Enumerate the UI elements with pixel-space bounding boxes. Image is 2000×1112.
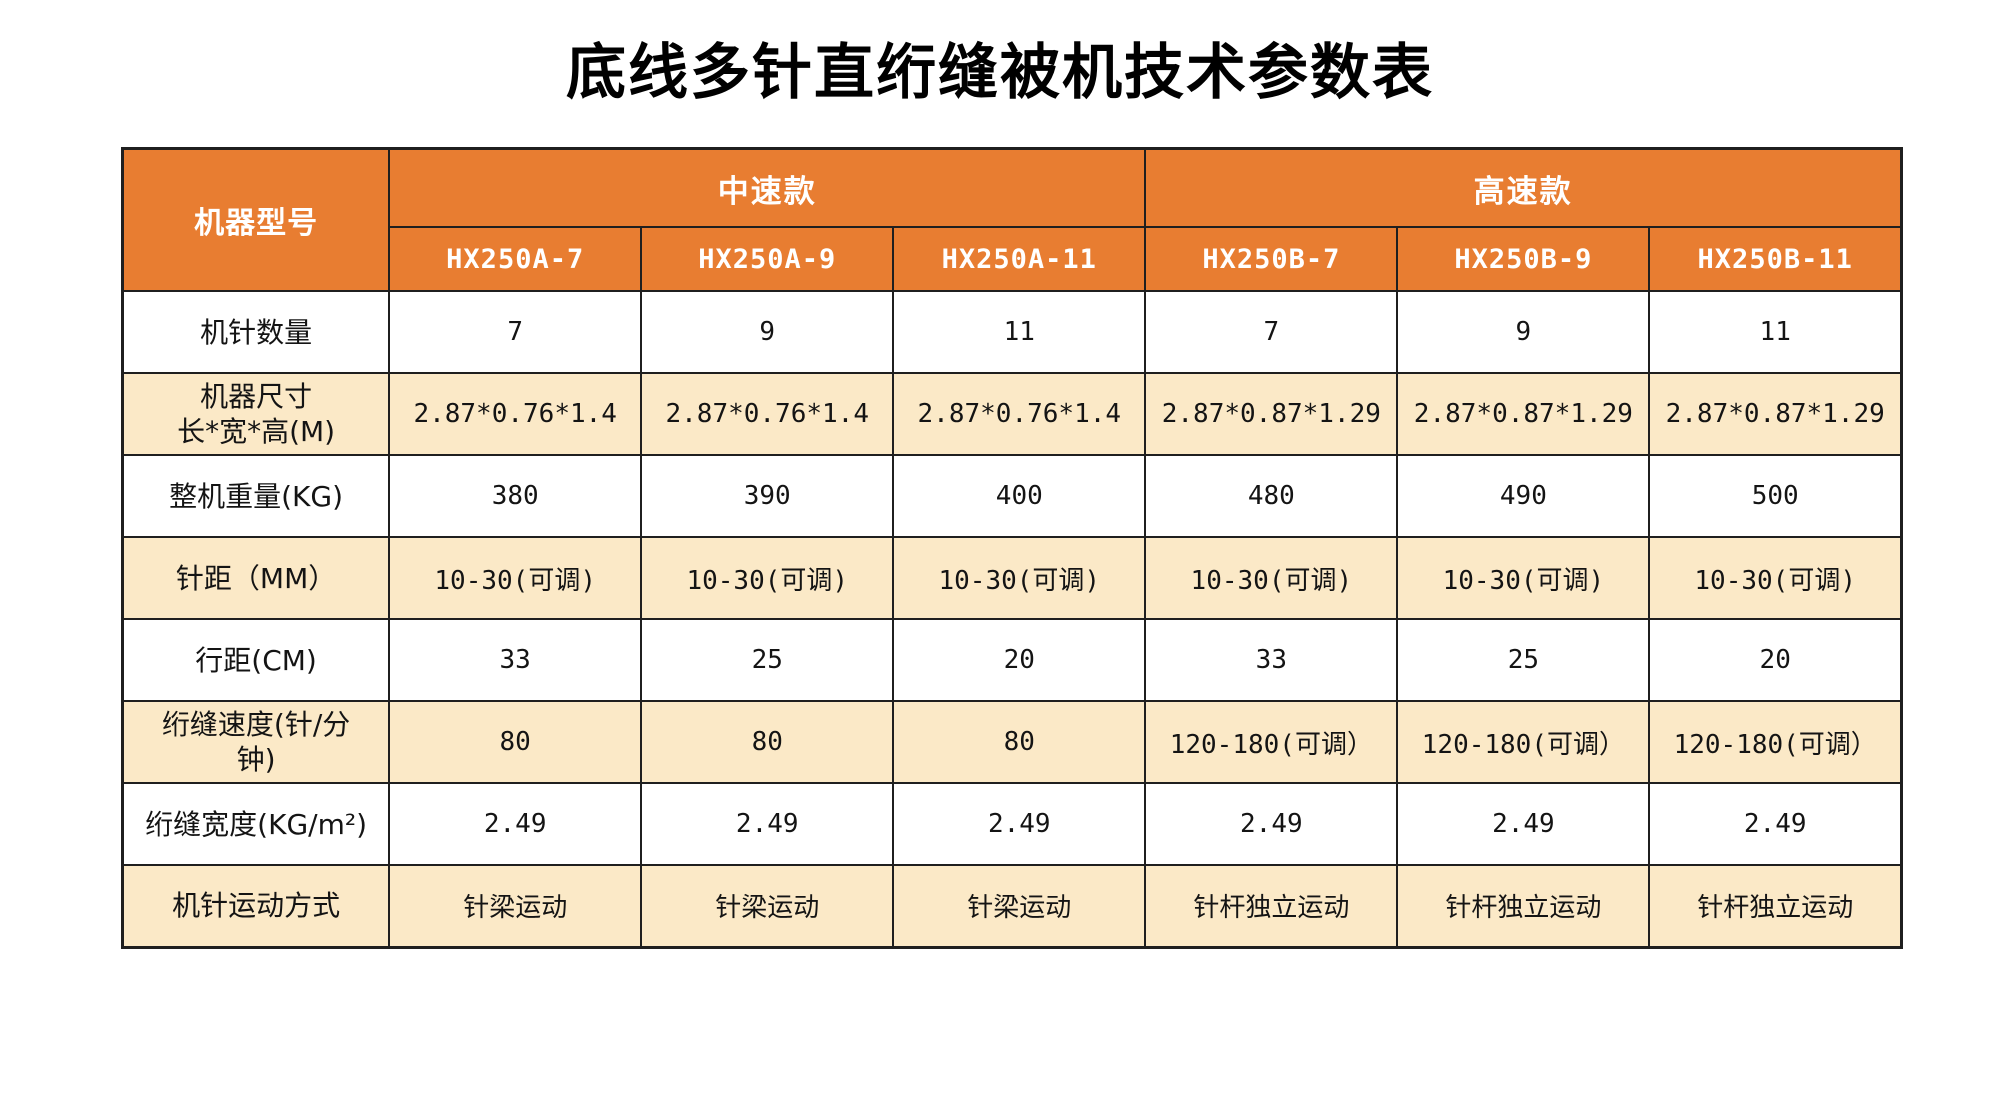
table-row: 机针运动方式 针梁运动 针梁运动 针梁运动 针杆独立运动 针杆独立运动 针杆独立运动 <box>121 864 1903 948</box>
spec-cell: 针梁运动 <box>892 864 1147 948</box>
group-header-high-speed: 高速款 <box>1144 147 1903 228</box>
spec-cell: 2.87*0.76*1.4 <box>640 372 895 456</box>
spec-cell: 针梁运动 <box>640 864 895 948</box>
spec-cell: 2.87*0.76*1.4 <box>388 372 643 456</box>
corner-header-machine-model: 机器型号 <box>121 147 391 292</box>
spec-cell: 10-30(可调) <box>640 536 895 620</box>
spec-cell: 11 <box>1648 290 1903 374</box>
spec-cell: 20 <box>892 618 1147 702</box>
spec-cell: 2.49 <box>388 782 643 866</box>
spec-cell: 10-30(可调) <box>388 536 643 620</box>
spec-cell: 针杆独立运动 <box>1144 864 1399 948</box>
row-label: 绗缝速度(针/分 钟) <box>121 700 391 784</box>
group-header-row: 机器型号 中速款 高速款 <box>121 147 1903 292</box>
table-header: 机器型号 中速款 高速款 HX250A-7 HX250A-9 HX250A-11 HX… <box>121 147 1903 292</box>
model-header-hx250b-9: HX250B-9 <box>1396 226 1651 292</box>
spec-cell: 2.87*0.87*1.29 <box>1144 372 1399 456</box>
spec-cell: 2.49 <box>892 782 1147 866</box>
table-row: 整机重量(KG) 380 390 400 480 490 500 <box>121 454 1903 538</box>
spec-cell: 2.87*0.76*1.4 <box>892 372 1147 456</box>
spec-cell: 25 <box>640 618 895 702</box>
spec-cell: 80 <box>640 700 895 784</box>
spec-cell: 10-30(可调) <box>892 536 1147 620</box>
spec-cell: 2.49 <box>1144 782 1399 866</box>
table-row: 针距（MM） 10-30(可调) 10-30(可调) 10-30(可调) 10-30(可… <box>121 536 1903 620</box>
spec-cell: 33 <box>1144 618 1399 702</box>
spec-cell: 针杆独立运动 <box>1648 864 1903 948</box>
row-label: 行距(CM) <box>121 618 391 702</box>
table-row: 机器尺寸 长*宽*高(M) 2.87*0.76*1.4 2.87*0.76*1.4 2… <box>121 372 1903 456</box>
spec-cell: 2.49 <box>1648 782 1903 866</box>
spec-cell: 80 <box>388 700 643 784</box>
spec-cell: 9 <box>640 290 895 374</box>
spec-cell: 2.87*0.87*1.29 <box>1648 372 1903 456</box>
spec-cell: 9 <box>1396 290 1651 374</box>
spec-cell: 480 <box>1144 454 1399 538</box>
model-header-hx250b-11: HX250B-11 <box>1648 226 1903 292</box>
spec-cell: 针梁运动 <box>388 864 643 948</box>
spec-cell: 80 <box>892 700 1147 784</box>
spec-cell: 33 <box>388 618 643 702</box>
model-header-hx250a-7: HX250A-7 <box>388 226 643 292</box>
row-label: 针距（MM） <box>121 536 391 620</box>
model-header-hx250a-9: HX250A-9 <box>640 226 895 292</box>
spec-table: 机器型号 中速款 高速款 HX250A-7 HX250A-9 HX250A-11 HX… <box>121 147 1903 949</box>
spec-cell: 380 <box>388 454 643 538</box>
group-header-medium-speed: 中速款 <box>388 147 1147 228</box>
spec-cell: 120-180(可调） <box>1144 700 1399 784</box>
spec-cell: 2.49 <box>640 782 895 866</box>
table-row: 机针数量 7 9 11 7 9 11 <box>121 290 1903 374</box>
spec-cell: 20 <box>1648 618 1903 702</box>
row-label: 机针运动方式 <box>121 864 391 948</box>
spec-cell: 11 <box>892 290 1147 374</box>
spec-cell: 120-180(可调） <box>1648 700 1903 784</box>
spec-cell: 2.87*0.87*1.29 <box>1396 372 1651 456</box>
row-label: 机针数量 <box>121 290 391 374</box>
spec-cell: 2.49 <box>1396 782 1651 866</box>
spec-cell: 7 <box>388 290 643 374</box>
table-row: 行距(CM) 33 25 20 33 25 20 <box>121 618 1903 702</box>
row-label: 整机重量(KG) <box>121 454 391 538</box>
spec-cell: 针杆独立运动 <box>1396 864 1651 948</box>
spec-cell: 10-30(可调) <box>1144 536 1399 620</box>
table-row: 绗缝速度(针/分 钟) 80 80 80 120-180(可调） 120-180(可调） 1… <box>121 700 1903 784</box>
spec-cell: 500 <box>1648 454 1903 538</box>
spec-cell: 490 <box>1396 454 1651 538</box>
table-body: 机针数量 7 9 11 7 9 11 机器尺寸 长*宽*高(M) 2.87*0.76*1.4 2.… <box>121 290 1903 948</box>
spec-cell: 7 <box>1144 290 1399 374</box>
spec-cell: 10-30(可调) <box>1396 536 1651 620</box>
spec-cell: 390 <box>640 454 895 538</box>
row-label: 绗缝宽度(KG/m²) <box>121 782 391 866</box>
table-row: 绗缝宽度(KG/m²) 2.49 2.49 2.49 2.49 2.49 2.49 <box>121 782 1903 866</box>
model-header-hx250a-11: HX250A-11 <box>892 226 1147 292</box>
model-header-hx250b-7: HX250B-7 <box>1144 226 1399 292</box>
spec-cell: 10-30(可调) <box>1648 536 1903 620</box>
spec-cell: 25 <box>1396 618 1651 702</box>
page-title: 底线多针直绗缝被机技术参数表 <box>566 38 1434 108</box>
model-header-row: HX250A-7 HX250A-9 HX250A-11 HX250B-7 HX250B-… <box>123 226 1903 292</box>
spec-cell: 400 <box>892 454 1147 538</box>
spec-cell: 120-180(可调） <box>1396 700 1651 784</box>
row-label: 机器尺寸 长*宽*高(M) <box>121 372 391 456</box>
